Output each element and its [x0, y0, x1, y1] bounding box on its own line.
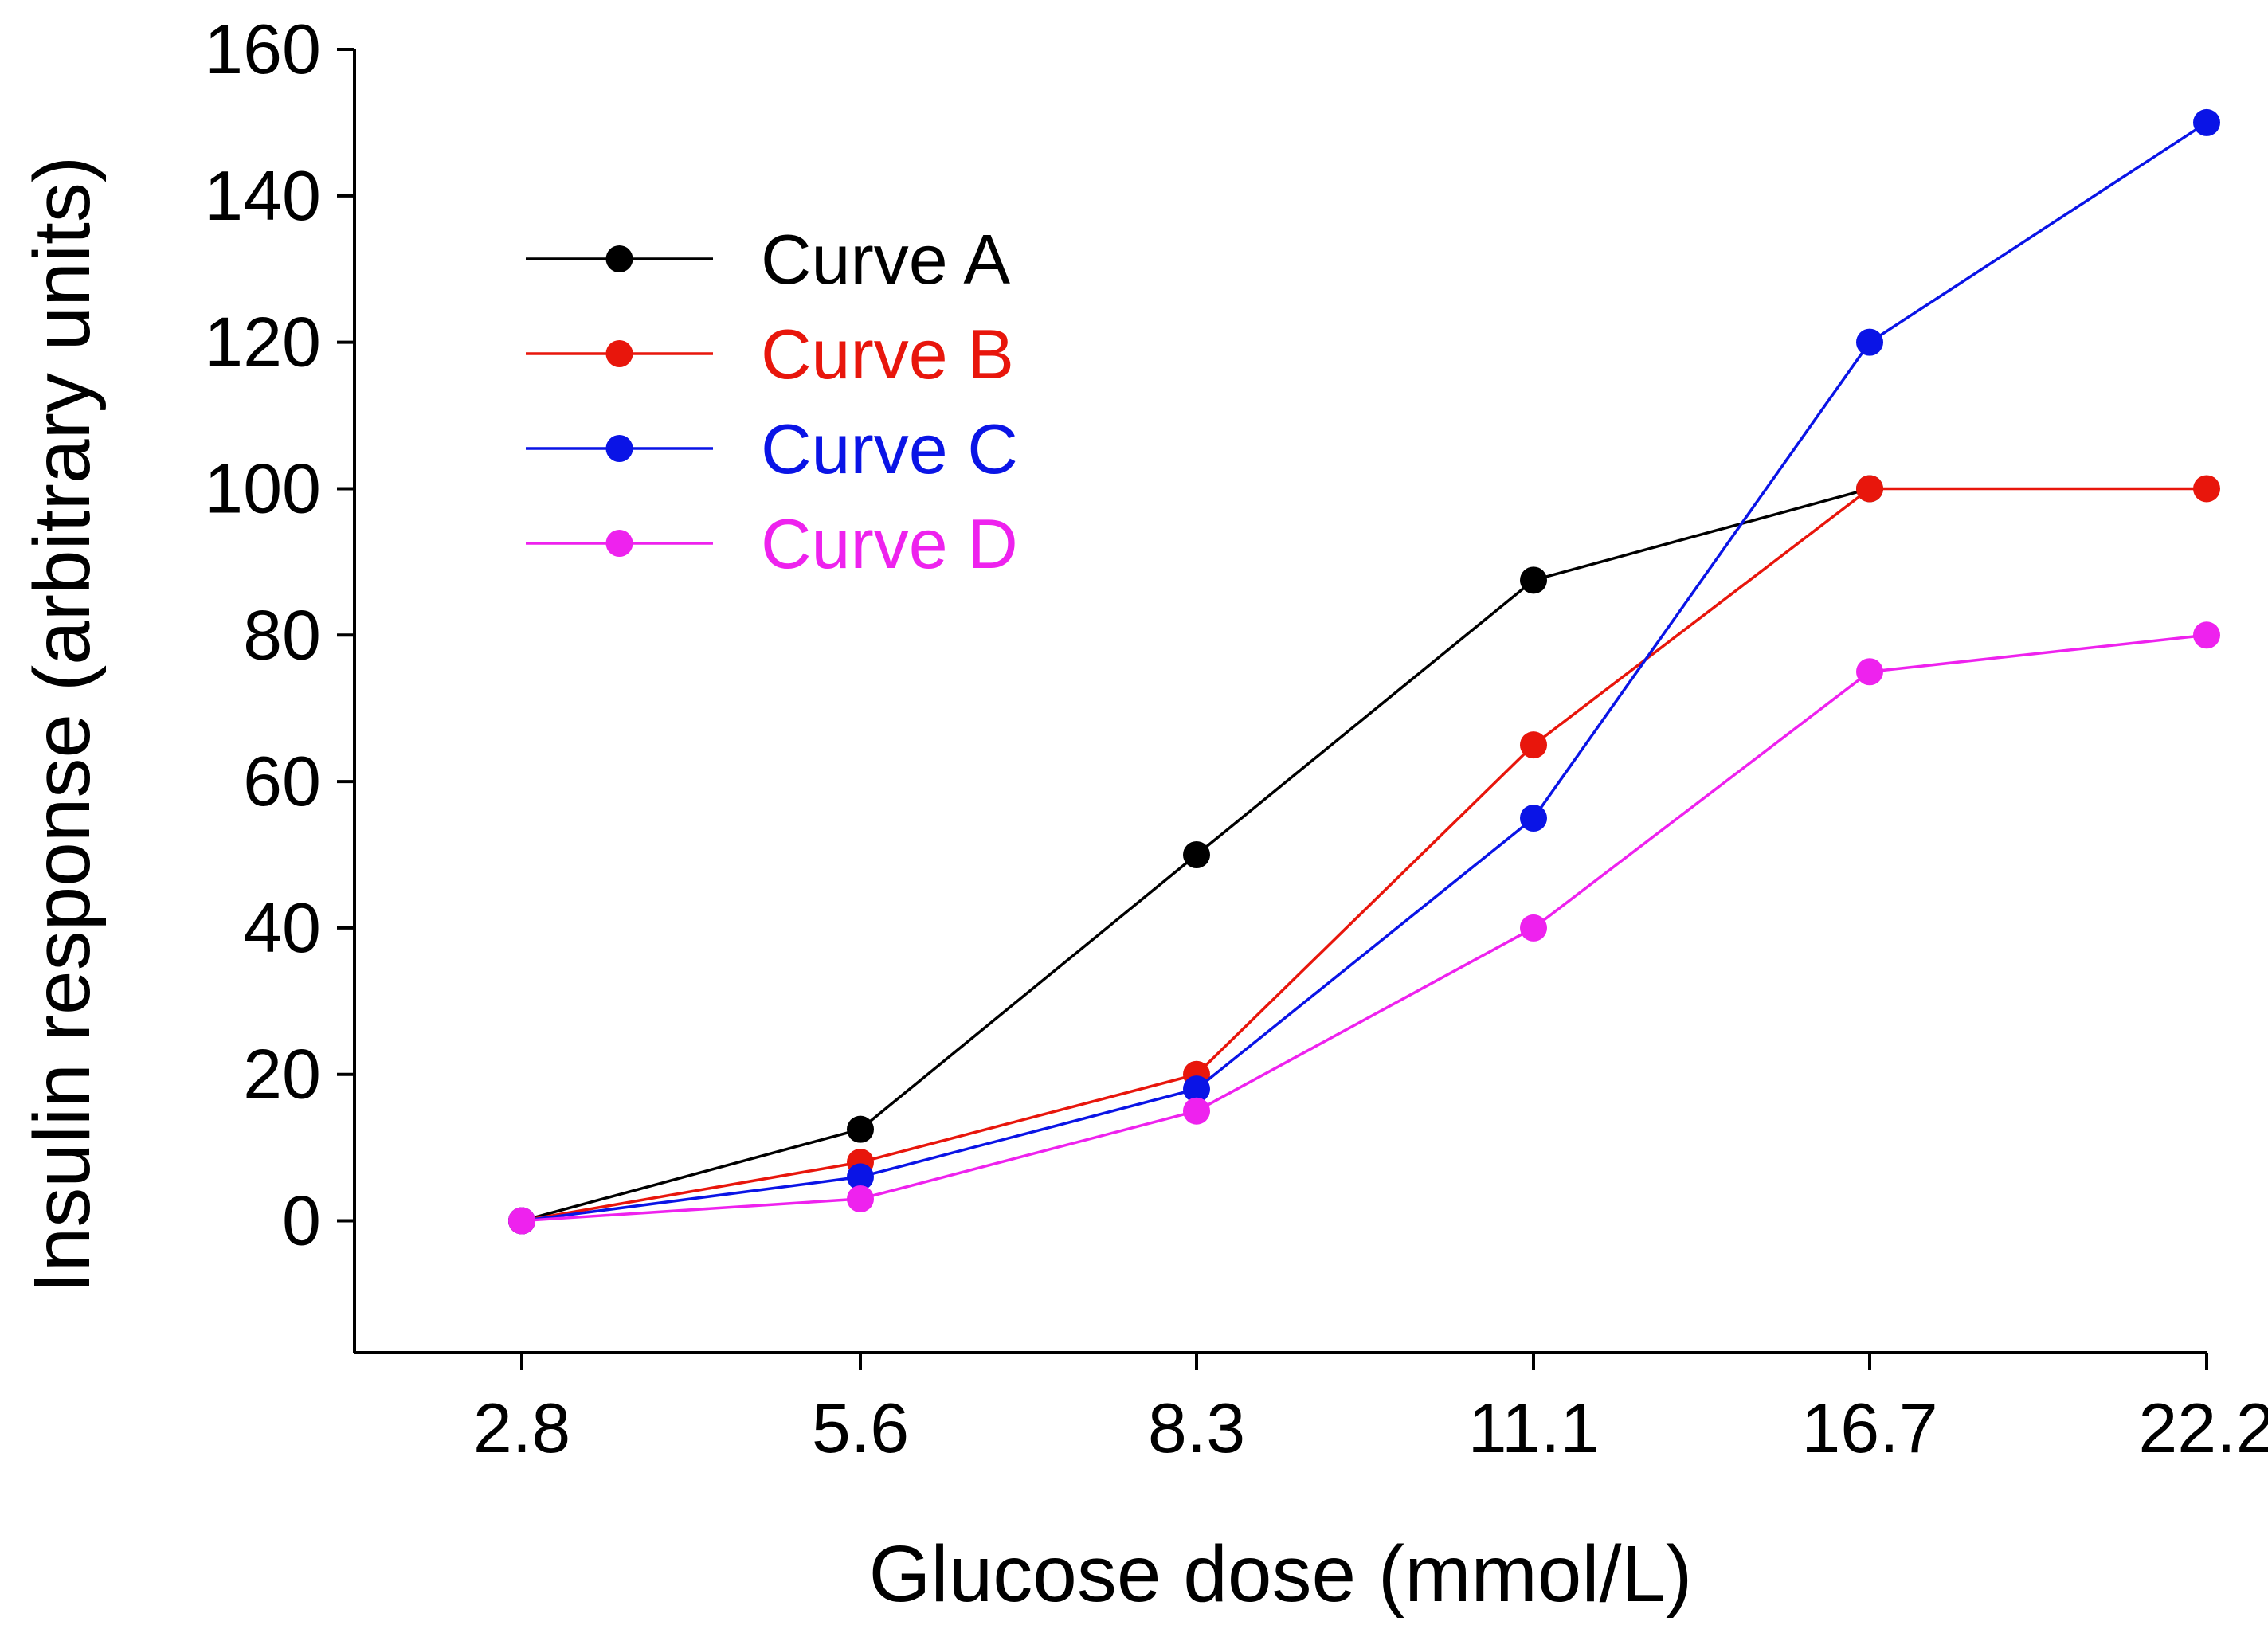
legend-label: Curve A	[761, 220, 1010, 299]
legend: Curve A Curve B Curve C Curve D	[526, 220, 1018, 583]
y-tick-label: 20	[243, 1035, 321, 1114]
data-point-curve-b	[1520, 731, 1547, 759]
y-axis-title: Insulin response (arbitrary units)	[18, 156, 107, 1294]
legend-marker	[605, 435, 633, 462]
y-tick-label: 140	[204, 156, 321, 235]
data-point-curve-d	[508, 1207, 535, 1235]
series-line-curve-c	[521, 121, 2207, 1223]
data-point-curve-d	[2193, 621, 2220, 649]
data-point-curve-c	[1183, 1075, 1210, 1103]
legend-marker	[605, 530, 633, 557]
x-ticks: 2.8 5.6 8.3 11.1 16.7 22.2	[473, 1353, 2268, 1467]
series-group	[508, 108, 2220, 1235]
x-tick-label: 2.8	[473, 1388, 570, 1467]
legend-entry-curve-a: Curve A	[526, 220, 1010, 299]
data-point-curve-c	[2193, 108, 2220, 136]
series-line-curve-b	[521, 487, 2207, 1223]
legend-entry-curve-b: Curve B	[526, 315, 1014, 394]
series-line-curve-d	[521, 633, 2207, 1223]
x-tick-label: 8.3	[1148, 1388, 1245, 1467]
y-tick-label: 120	[204, 303, 321, 382]
legend-marker	[605, 245, 633, 272]
x-tick-label: 22.2	[2138, 1388, 2268, 1467]
series-curve-d	[508, 621, 2220, 1235]
x-tick-label: 5.6	[812, 1388, 909, 1467]
data-point-curve-d	[1856, 658, 1883, 686]
data-point-curve-d	[1183, 1097, 1210, 1125]
x-tick-label: 16.7	[1801, 1388, 1937, 1467]
data-point-curve-b	[2193, 475, 2220, 503]
y-ticks: 0 20 40 60 80 100 120 140 160	[204, 10, 354, 1260]
y-tick-label: 100	[204, 448, 321, 527]
legend-label: Curve B	[761, 315, 1014, 394]
legend-entry-curve-c: Curve C	[526, 409, 1018, 488]
series-curve-b	[508, 475, 2220, 1235]
legend-label: Curve C	[761, 409, 1018, 488]
y-tick-label: 60	[243, 742, 321, 820]
x-axis-title: Glucose dose (mmol/L)	[869, 1529, 1693, 1619]
y-tick-label: 80	[243, 595, 321, 674]
data-point-curve-a	[1183, 841, 1210, 869]
legend-entry-curve-d: Curve D	[526, 504, 1018, 583]
data-point-curve-d	[1520, 914, 1547, 942]
data-point-curve-c	[847, 1163, 874, 1191]
y-tick-label: 40	[243, 888, 321, 967]
data-point-curve-d	[847, 1185, 874, 1212]
data-point-curve-c	[1856, 328, 1883, 356]
legend-marker	[605, 340, 633, 367]
data-point-curve-a	[1520, 566, 1547, 594]
data-point-curve-c	[1520, 805, 1547, 832]
y-tick-label: 0	[282, 1181, 321, 1260]
x-tick-label: 11.1	[1468, 1388, 1600, 1467]
data-point-curve-a	[847, 1115, 874, 1143]
axes	[353, 49, 2207, 1354]
legend-label: Curve D	[761, 504, 1018, 583]
y-tick-label: 160	[204, 10, 321, 88]
data-point-curve-b	[1856, 475, 1883, 503]
